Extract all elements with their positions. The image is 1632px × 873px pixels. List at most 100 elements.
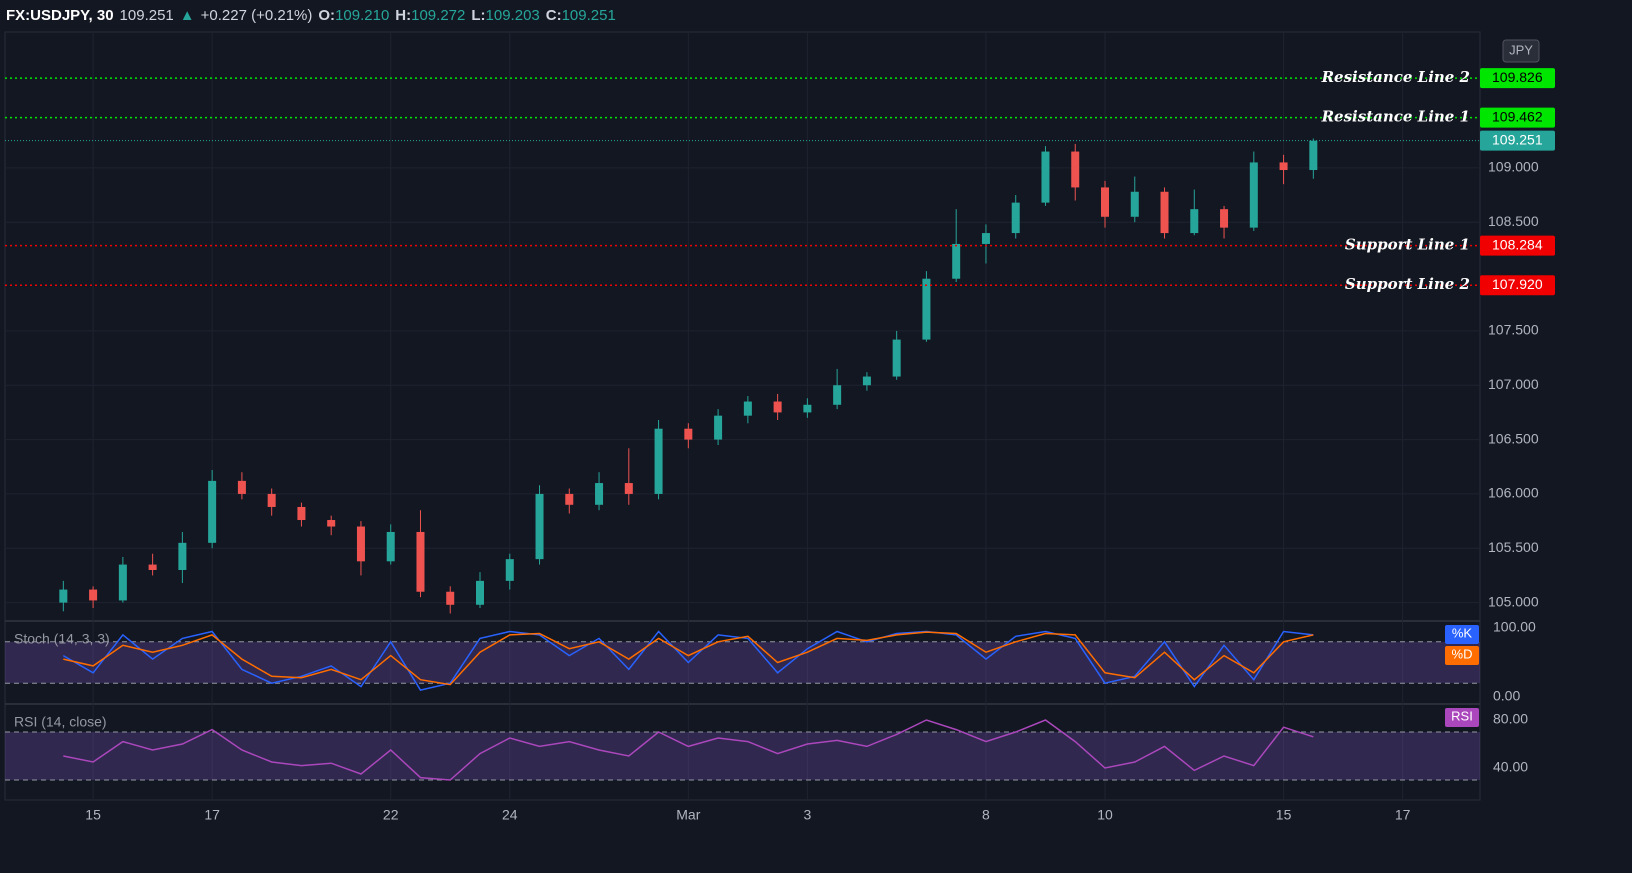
candle-body	[952, 243, 961, 279]
price: 109.251	[119, 6, 174, 24]
x-tick-label: 15	[85, 807, 101, 823]
series-line	[63, 719, 1314, 781]
close-label: C:	[545, 6, 562, 24]
last-price: 109.251	[1492, 131, 1543, 147]
candle-body	[1190, 209, 1199, 234]
x-tick-label: 8	[982, 807, 990, 823]
level-name: Resistance Line 1	[1321, 108, 1470, 126]
candle-body	[386, 531, 395, 562]
y-tick-label: 106.500	[1488, 430, 1539, 446]
y-tick-label: 105.500	[1488, 539, 1539, 555]
last-price-tag	[1480, 130, 1555, 151]
candle-body	[1220, 209, 1229, 228]
candle-body	[624, 483, 633, 494]
candle-body	[1041, 151, 1050, 203]
symbol[interactable]: FX:USDJPY, 30	[6, 6, 114, 24]
candle-body	[773, 401, 782, 413]
candle-body	[1130, 191, 1139, 217]
pane-title: Stoch (14, 3, 3)	[14, 631, 110, 647]
candle-body	[1279, 162, 1288, 171]
change: +0.227 (+0.21%)	[200, 6, 313, 24]
x-tick-label: 15	[1276, 807, 1292, 823]
candle-body	[654, 428, 663, 494]
low: 109.203	[485, 6, 540, 24]
candle-body	[595, 483, 604, 505]
legend-label: %K	[1452, 625, 1473, 640]
band-fill	[5, 732, 1480, 781]
candle-body	[535, 493, 544, 560]
y-tick-label: 106.000	[1488, 485, 1539, 501]
open-label: O:	[318, 6, 336, 24]
candle-body	[297, 506, 306, 521]
candle-body	[237, 480, 246, 494]
candle-body	[267, 493, 276, 507]
y-tick-label: 105.000	[1488, 593, 1539, 609]
level-value: 109.826	[1492, 69, 1543, 85]
candle-body	[446, 591, 455, 605]
high: 109.272	[411, 6, 466, 24]
candle-body	[803, 404, 812, 413]
series-line	[63, 631, 1314, 686]
candle-body	[684, 428, 693, 440]
level-tag	[1480, 275, 1555, 296]
x-tick-label: 3	[803, 807, 811, 823]
legend-tag	[1445, 625, 1479, 644]
currency: JPY	[1509, 42, 1533, 57]
pane-title: RSI (14, close)	[14, 714, 107, 730]
open: 109.210	[335, 6, 390, 24]
candle-body	[743, 401, 752, 416]
x-tick-label: 17	[204, 807, 220, 823]
candle-body	[327, 520, 336, 527]
candle-body	[476, 580, 484, 605]
high-label: H:	[395, 6, 412, 24]
candle-body	[505, 559, 514, 581]
header: FX:USDJPY, 30 109.251 ▲ +0.227 (+0.21%) …	[6, 4, 616, 26]
currency-badge[interactable]	[1502, 39, 1540, 63]
low-label: L:	[471, 6, 486, 24]
candle-body	[714, 415, 723, 440]
level-tag	[1480, 235, 1555, 256]
y-tick-label: 108.500	[1488, 213, 1539, 229]
candle-body	[862, 376, 871, 386]
arrow: ▲	[179, 6, 195, 24]
x-tick-label: 24	[502, 807, 518, 823]
candle-body	[1309, 140, 1318, 171]
candle-body	[59, 589, 68, 603]
x-tick-label: 17	[1395, 807, 1411, 823]
candle-body	[1249, 162, 1258, 228]
candle-body	[565, 493, 574, 505]
y-tick-label: 107.500	[1488, 322, 1539, 338]
candle-body	[1011, 202, 1020, 234]
y-tick-label: 107.000	[1488, 376, 1539, 392]
candle-body	[1160, 191, 1169, 234]
candle-body	[178, 542, 187, 571]
candle-body	[118, 564, 127, 601]
candle-body	[89, 589, 98, 601]
level-value: 109.462	[1492, 108, 1543, 124]
y-tick-label: 0.00	[1493, 688, 1520, 704]
x-tick-label: 22	[383, 807, 399, 823]
candle-body	[148, 564, 157, 571]
level-name: Support Line 1	[1345, 236, 1470, 254]
level-tag	[1480, 107, 1555, 128]
x-tick-label: 10	[1097, 807, 1113, 823]
x-tick-label: Mar	[676, 807, 700, 823]
candle-body	[208, 480, 217, 543]
candle-body	[356, 526, 365, 562]
plot-frame	[4, 31, 1481, 801]
level-name: Support Line 2	[1345, 275, 1470, 293]
legend-tag	[1445, 708, 1479, 727]
candle-body	[416, 531, 425, 592]
legend-label: %D	[1452, 646, 1473, 661]
level-name: Resistance Line 2	[1321, 68, 1470, 86]
candle-body	[981, 233, 990, 244]
level-tag	[1480, 68, 1555, 89]
y-tick-label: 80.00	[1493, 711, 1528, 727]
series-line	[62, 630, 1314, 691]
candle-body	[833, 385, 842, 405]
legend-label: RSI	[1451, 708, 1473, 723]
level-value: 108.284	[1492, 236, 1543, 252]
y-tick-label: 109.000	[1488, 159, 1539, 175]
close: 109.251	[561, 6, 616, 24]
